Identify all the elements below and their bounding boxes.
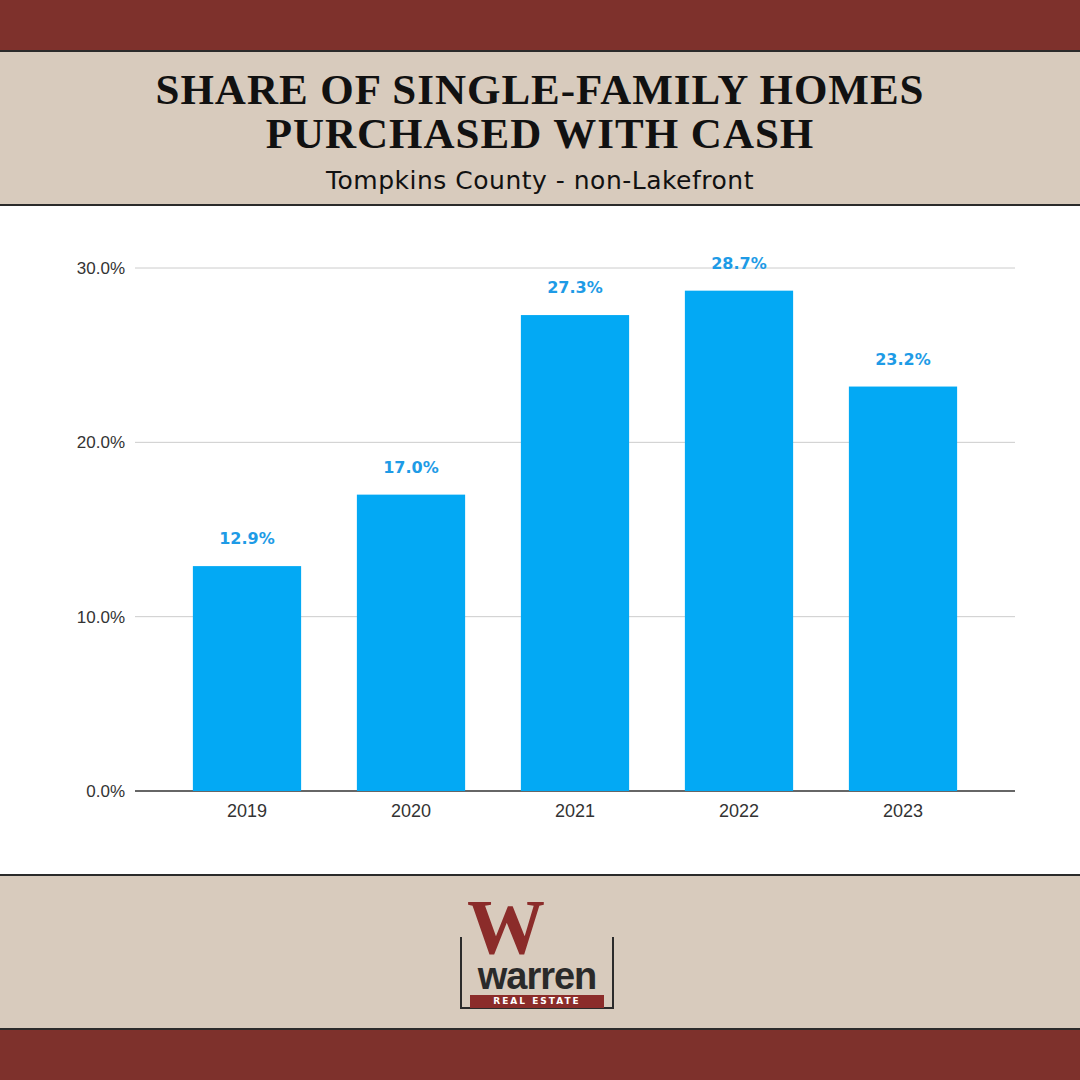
y-tick-label: 10.0% bbox=[77, 608, 125, 627]
bar bbox=[685, 291, 793, 791]
bottom-band bbox=[0, 1028, 1080, 1080]
x-tick-label: 2019 bbox=[227, 801, 267, 821]
x-tick-label: 2022 bbox=[719, 801, 759, 821]
x-tick-label: 2021 bbox=[555, 801, 595, 821]
data-label: 17.0% bbox=[383, 458, 439, 477]
y-tick-label: 0.0% bbox=[86, 782, 125, 801]
bar bbox=[849, 387, 957, 791]
logo-tagline: REAL ESTATE bbox=[470, 995, 604, 1008]
data-label: 12.9% bbox=[219, 529, 275, 548]
top-band bbox=[0, 0, 1080, 52]
logo-mark: W bbox=[456, 887, 556, 967]
data-label: 23.2% bbox=[875, 350, 931, 369]
subtitle: Tompkins County - non-Lakefront bbox=[0, 166, 1080, 195]
data-label: 28.7% bbox=[711, 254, 767, 273]
x-tick-label: 2020 bbox=[391, 801, 431, 821]
title: SHARE OF SINGLE-FAMILY HOMES PURCHASED W… bbox=[80, 68, 1000, 156]
bars bbox=[193, 291, 957, 791]
bar bbox=[193, 566, 301, 791]
logo: W warren REAL ESTATE bbox=[456, 893, 616, 1013]
grid-line bbox=[135, 268, 1015, 269]
y-tick-label: 30.0% bbox=[77, 259, 125, 278]
y-tick-label: 20.0% bbox=[77, 433, 125, 452]
chart: 0.0% 10.0% 20.0% 30.0% 12.9% 17.0% 27.3% 28.7% 2… bbox=[0, 0, 1080, 1080]
x-tick-label: 2023 bbox=[883, 801, 923, 821]
bar bbox=[357, 495, 465, 791]
bar bbox=[521, 315, 629, 791]
data-label: 27.3% bbox=[547, 278, 603, 297]
logo-name: warren bbox=[462, 957, 612, 995]
logo-box: warren REAL ESTATE bbox=[460, 937, 614, 1009]
